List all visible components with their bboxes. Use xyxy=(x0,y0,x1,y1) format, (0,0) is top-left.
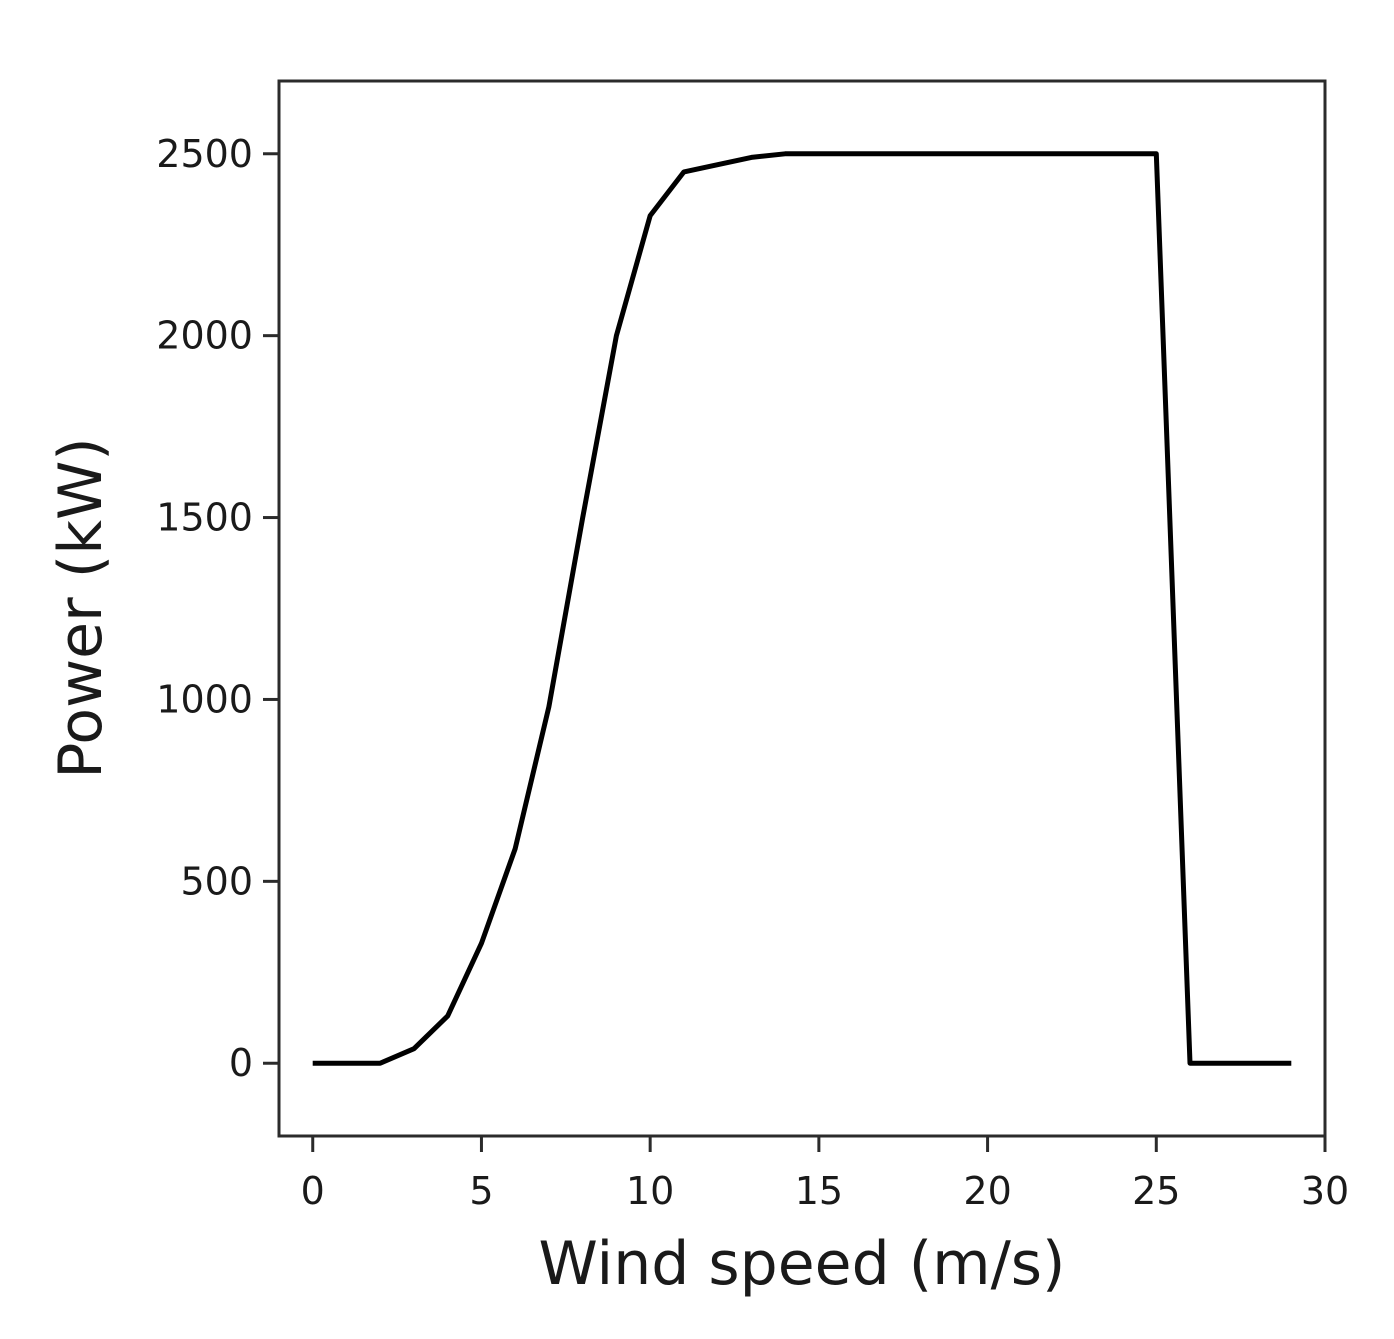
x-tick-label: 20 xyxy=(963,1169,1011,1213)
y-tick-label: 1500 xyxy=(156,496,253,540)
x-tick-label: 30 xyxy=(1301,1169,1349,1213)
y-axis-label: Power (kW) xyxy=(46,437,116,778)
x-axis-label: Wind speed (m/s) xyxy=(539,1229,1066,1299)
x-axis-ticks: 0 5 10 15 20 25 30 xyxy=(301,1136,1349,1213)
x-tick-label: 0 xyxy=(301,1169,325,1213)
x-tick-label: 10 xyxy=(626,1169,674,1213)
x-tick-label: 25 xyxy=(1132,1169,1180,1213)
y-tick-label: 0 xyxy=(229,1041,253,1085)
x-tick-label: 15 xyxy=(795,1169,843,1213)
y-tick-label: 2000 xyxy=(156,314,253,358)
y-tick-label: 2500 xyxy=(156,132,253,176)
power-curve-line xyxy=(312,151,1292,1066)
y-tick-label: 1000 xyxy=(156,677,253,721)
plot-frame xyxy=(277,79,1327,1138)
y-tick-label: 500 xyxy=(180,859,253,903)
x-tick-label: 5 xyxy=(469,1169,493,1213)
y-axis-ticks: 0 500 1000 1500 2000 2500 xyxy=(156,132,279,1085)
